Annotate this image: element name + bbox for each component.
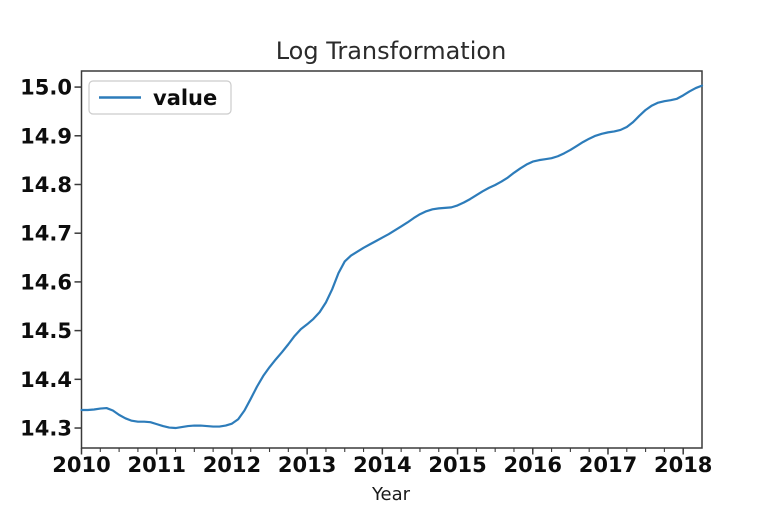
x-tick-label: 2012 [203,453,261,477]
x-tick-label: 2011 [127,453,185,477]
y-tick-label: 14.4 [20,368,72,392]
y-tick-label: 14.9 [20,124,72,148]
y-tick-label: 14.6 [20,270,72,294]
y-axis-major-ticks [74,86,82,429]
x-axis-tick-labels: 2010 2011 2012 2013 2014 2015 2016 2017 2018 [52,453,712,477]
x-tick-label: 2014 [353,453,411,477]
x-axis-title: Year [371,484,411,505]
y-tick-label: 14.5 [20,319,72,343]
x-axis-major-ticks [80,448,684,455]
y-tick-label: 14.8 [20,173,72,197]
y-tick-label: 14.7 [20,222,72,246]
x-tick-label: 2013 [278,453,336,477]
y-tick-label: 15.0 [20,76,72,100]
legend: value [88,80,232,115]
legend-entry-label: value [153,86,217,110]
y-tick-label: 14.3 [20,417,72,441]
x-tick-label: 2018 [654,453,712,477]
value-series-line [80,84,704,430]
x-tick-label: 2017 [579,453,637,477]
x-tick-label: 2016 [504,453,562,477]
legend-box [88,80,232,115]
x-axis-minor-ticks [99,448,665,452]
chart-title: Log Transformation [276,37,507,65]
x-tick-label: 2010 [52,453,110,477]
y-axis-tick-labels: 14.3 14.4 14.5 14.6 14.7 14.8 14.9 15.0 [20,76,72,441]
x-tick-label: 2015 [428,453,486,477]
plot-area-spines [80,70,703,449]
